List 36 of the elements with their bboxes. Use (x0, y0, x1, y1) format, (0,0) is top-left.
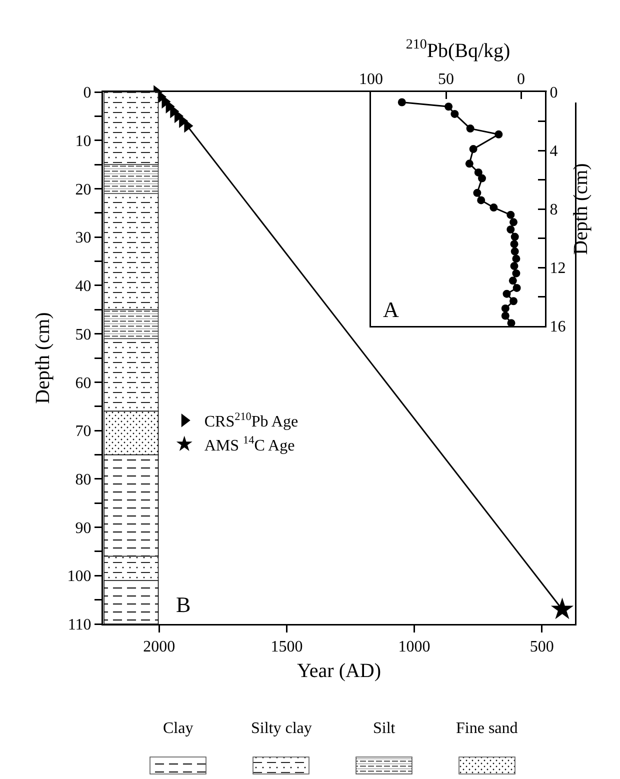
y-axis-title: Depth (cm) (32, 312, 54, 404)
text: Fine sand (456, 720, 518, 737)
x-axis-title: $^{210}$Pb(Bq/kg) (406, 37, 510, 62)
legend-label: AMS $^{14}$C Age (204, 434, 295, 454)
y-tick-label: 110 (68, 616, 92, 634)
y-tick-label: 70 (75, 423, 92, 440)
y-tick-label: 10 (75, 132, 92, 150)
x-tick-label: 0 (517, 71, 525, 88)
y-tick-label: 4 (550, 143, 558, 160)
y-tick-label: 40 (75, 278, 92, 296)
text: Clay (163, 720, 194, 737)
x-tick-label: 1500 (270, 638, 303, 656)
annotation: B (176, 592, 191, 617)
y-tick-label: 60 (75, 374, 92, 392)
legend-label: CRS$^{210}$Pb Age (204, 410, 298, 431)
text: Silt (373, 720, 396, 737)
y-tick-label: 80 (75, 472, 92, 489)
y-tick-label: 50 (75, 326, 92, 344)
y-tick-label: 90 (75, 520, 92, 537)
text: Silty clay (251, 720, 312, 737)
annotation: A (383, 297, 399, 322)
y-tick-label: 16 (550, 318, 566, 336)
x-tick-label: 2000 (143, 638, 176, 656)
y-tick-label: 30 (75, 230, 92, 247)
x-axis-title: Year (AD) (296, 660, 382, 682)
x-tick-label: 1000 (398, 638, 430, 656)
y-tick-label: 0 (83, 84, 92, 102)
y-tick-label: 0 (550, 84, 558, 102)
y-tick-label: 12 (550, 260, 566, 278)
x-tick-label: 100 (359, 71, 383, 88)
x-tick-label: 50 (438, 71, 454, 88)
y-axis-title: Depth (cm) (570, 163, 592, 255)
y-tick-label: 8 (550, 202, 558, 219)
y-tick-label: 100 (67, 568, 92, 586)
y-tick-label: 20 (75, 181, 92, 198)
x-tick-label: 500 (530, 638, 554, 656)
